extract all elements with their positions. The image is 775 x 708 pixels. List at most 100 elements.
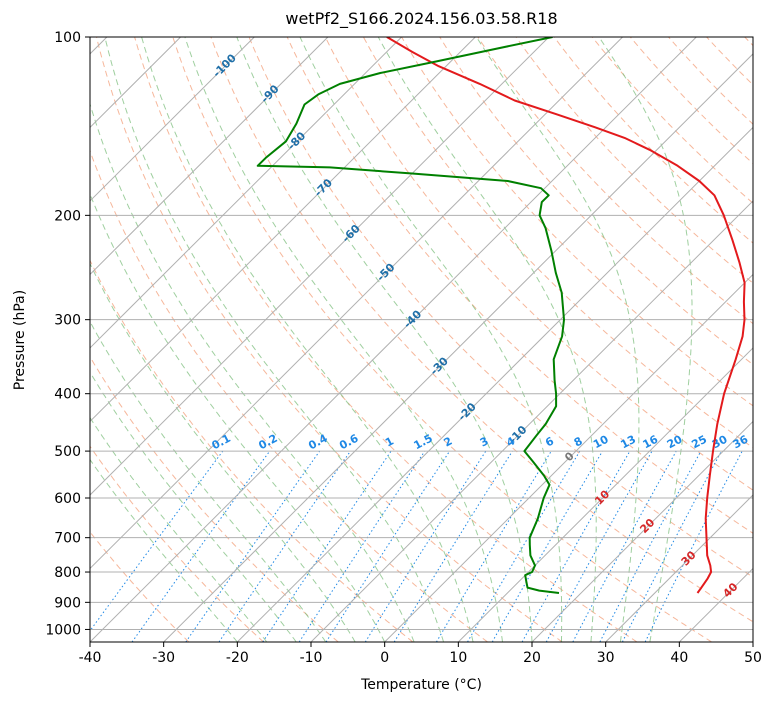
x-tick-label: 30 — [597, 650, 615, 666]
mixing-ratio-line — [364, 450, 487, 642]
x-tick-label: 10 — [449, 650, 467, 666]
y-tick-label: 100 — [54, 30, 81, 46]
chart-title: wetPf2_S166.2024.156.03.58.R18 — [285, 9, 558, 28]
dry-adiabat — [744, 37, 753, 47]
mixing-ratio-line — [644, 450, 743, 642]
dry-adiabat — [515, 37, 753, 284]
mixing-ratio-label: 16 — [641, 433, 661, 452]
moist-adiabat — [90, 458, 238, 642]
plot-frame — [89, 36, 754, 643]
mixing-ratio-label: 8 — [572, 434, 585, 449]
mixing-ratio-line — [131, 450, 271, 642]
moist-adiabat — [104, 37, 445, 642]
dry-adiabat — [210, 37, 753, 623]
mixing-ratio-line — [467, 450, 581, 642]
isotherm-line — [90, 37, 623, 570]
y-tick-label: 700 — [54, 531, 81, 547]
y-tick-label: 1000 — [45, 622, 81, 638]
mixing-ratio-label: 25 — [689, 433, 709, 452]
y-tick-label: 400 — [54, 387, 81, 403]
y-tick-label: 200 — [54, 208, 81, 224]
dry-adiabat — [172, 37, 712, 642]
mixing-ratio-line — [572, 450, 677, 642]
x-tick-label: 40 — [670, 650, 688, 666]
moist-adiabat — [90, 320, 327, 642]
mixing-ratio-line — [298, 450, 426, 642]
moist-adiabat — [377, 37, 597, 642]
dry-adiabat — [90, 445, 264, 642]
isotherm-line — [90, 37, 255, 202]
y-tick-label: 600 — [54, 491, 81, 507]
mixing-ratio-line — [90, 450, 224, 632]
dry-adiabat — [134, 37, 638, 642]
mixing-ratio-line — [521, 450, 631, 642]
isotherm-line — [752, 641, 753, 642]
mixing-ratio-line — [218, 450, 351, 642]
y-tick-label: 900 — [54, 595, 81, 611]
isotherm-label: -40 — [401, 307, 424, 330]
mixing-ratio-line — [545, 450, 653, 642]
moist-adiabat — [90, 192, 386, 642]
y-tick-label: 300 — [54, 313, 81, 329]
moist-adiabat — [141, 37, 474, 642]
isotherm-line — [236, 126, 753, 642]
mixing-ratio-label: 0.4 — [306, 432, 330, 453]
moist-adiabat — [184, 37, 503, 642]
x-tick-label: -40 — [79, 650, 102, 666]
isotherm-label: -100 — [210, 51, 239, 80]
isotherm-line — [531, 420, 753, 642]
mixing-ratio-label: 10 — [591, 432, 611, 451]
grid-group — [90, 37, 753, 642]
mixing-ratio-label: 6 — [543, 434, 556, 449]
y-axis-label: Pressure (hPa) — [12, 289, 28, 391]
isotherm-line — [90, 37, 329, 276]
mixing-ratio-line — [325, 450, 451, 642]
moist-adiabat — [299, 37, 563, 642]
isotherm-line — [90, 37, 402, 349]
isotherm-label: -70 — [312, 176, 335, 199]
x-tick-label: -30 — [152, 650, 175, 666]
x-tick-label: 0 — [380, 650, 389, 666]
isotherm-line — [90, 37, 550, 496]
dry-adiabat — [591, 37, 753, 204]
dry-adiabat — [477, 37, 753, 325]
mixing-ratio-line — [185, 450, 321, 642]
mixing-ratio-label: 36 — [731, 433, 751, 452]
background-lines-group — [90, 37, 753, 642]
temperature-profile-line — [386, 37, 746, 594]
isotherm-line — [90, 37, 476, 423]
isotherm-line — [90, 37, 697, 642]
dry-adiabat — [286, 37, 753, 534]
axis-tick-group: -40 -30 -20 -10 0 10 20 30 40 5010020030040050060… — [45, 30, 762, 666]
mixing-ratio-label: 20 — [665, 432, 685, 451]
dry-adiabat — [324, 37, 753, 491]
y-tick-label: 500 — [54, 444, 81, 460]
dry-adiabat — [90, 531, 190, 642]
isotherm-line — [678, 567, 753, 642]
x-tick-label: -20 — [226, 650, 249, 666]
moist-adiabat — [476, 37, 640, 642]
isotherm-line — [310, 200, 753, 642]
series-group — [256, 37, 746, 594]
dewpoint-profile-line — [256, 37, 565, 594]
mixing-ratio-line — [393, 450, 513, 642]
dry-adiabat — [90, 149, 488, 642]
x-tick-label: -10 — [300, 650, 323, 666]
moist-adiabat — [236, 37, 533, 642]
isotherm-line — [384, 273, 753, 642]
x-tick-label: 50 — [744, 650, 762, 666]
y-tick-label: 800 — [54, 565, 81, 581]
mixing-ratio-label: 0.1 — [210, 432, 233, 453]
moist-adiabat — [598, 37, 693, 642]
moist-adiabat — [90, 102, 415, 642]
dry-adiabat — [90, 355, 339, 642]
isotherm-line — [457, 347, 753, 642]
isotherm-label: 20 — [637, 516, 657, 536]
mixing-ratio-label: 13 — [618, 433, 638, 452]
moist-adiabat — [90, 416, 268, 642]
dry-adiabat — [668, 37, 753, 125]
dry-adiabat — [90, 259, 414, 642]
moist-adiabat — [90, 262, 356, 642]
